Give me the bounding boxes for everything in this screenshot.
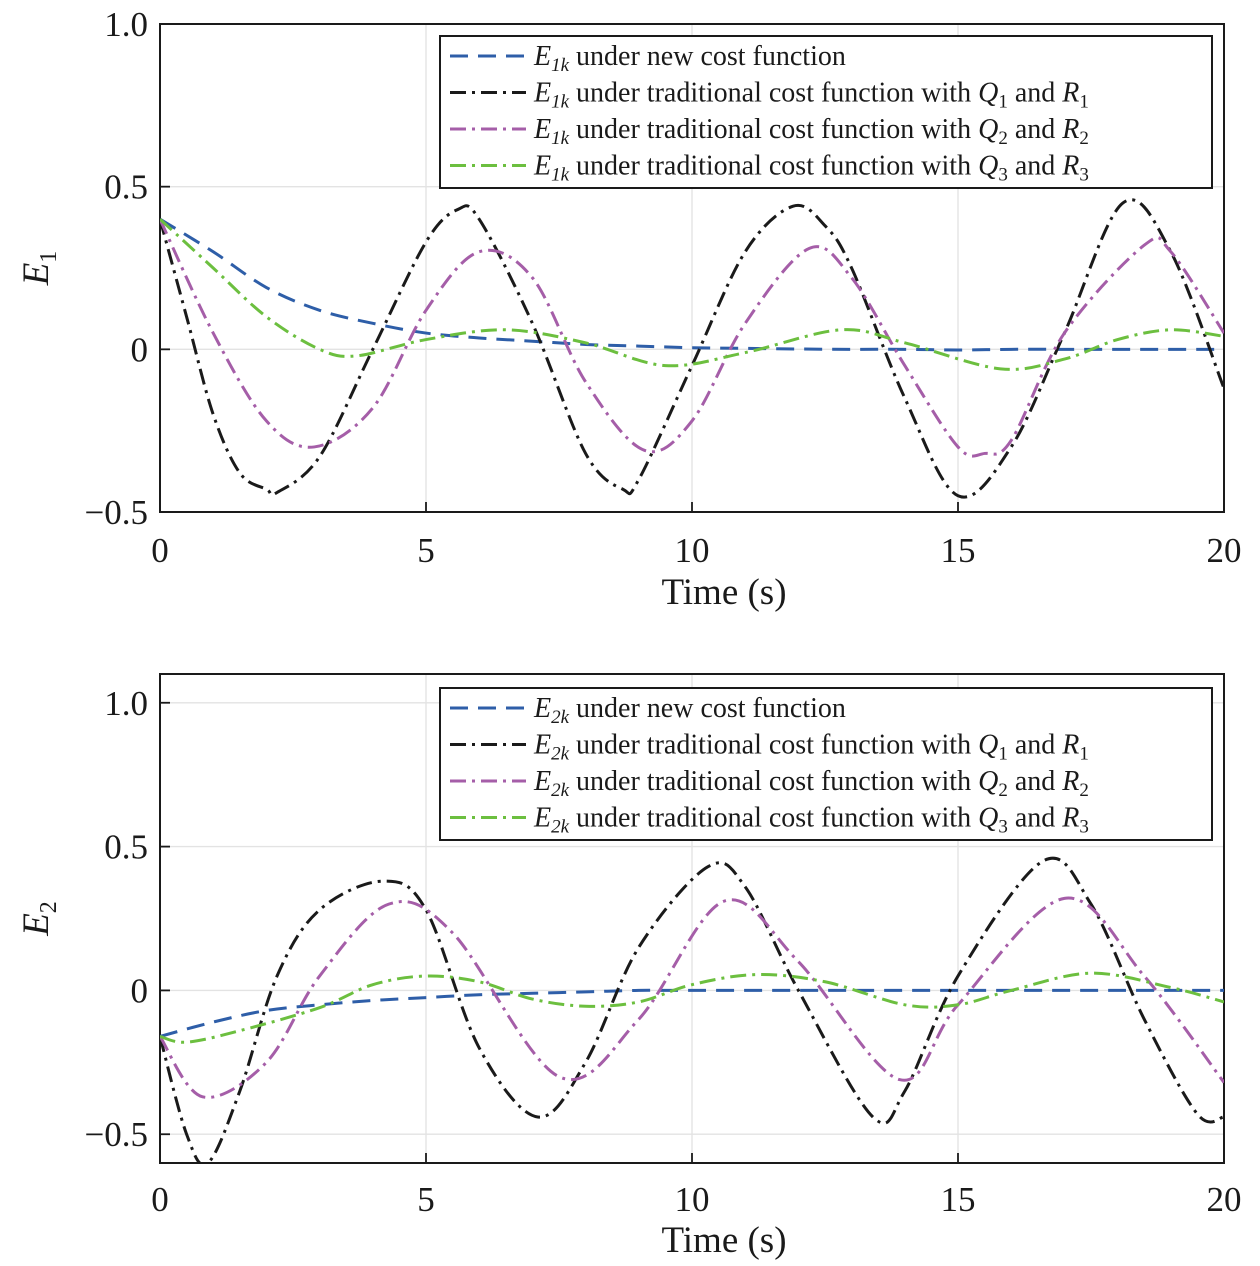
x-tick-label: 15 (941, 1180, 976, 1219)
y-tick-label: 0.5 (104, 168, 148, 207)
legend-label: E2k under traditional cost function with… (533, 730, 1089, 765)
legend-label: E1k under new cost function (533, 41, 846, 76)
legend-label: E2k under new cost function (533, 693, 846, 728)
y-tick-label: 0.5 (104, 828, 148, 867)
x-tick-label: 20 (1207, 531, 1242, 570)
y-tick-label: 0 (131, 330, 149, 369)
legend-entry: E1k under traditional cost function with… (450, 114, 1089, 149)
series-group (160, 856, 1224, 1163)
y-tick-label: 0 (131, 971, 149, 1010)
x-tick-label: 0 (151, 1180, 169, 1219)
series-group (160, 198, 1224, 499)
x-axis-label: Time (s) (661, 572, 786, 613)
legend-entry: E2k under traditional cost function with… (450, 803, 1089, 838)
series-line-3 (160, 896, 1224, 1099)
x-tick-label: 10 (675, 1180, 710, 1219)
x-tick-label: 5 (417, 531, 435, 570)
series-line-2 (160, 198, 1224, 499)
y-tick-label: −0.5 (85, 493, 149, 532)
legend-entry: E2k under traditional cost function with… (450, 766, 1089, 801)
y-tick-label: 1.0 (104, 5, 148, 44)
legend-entry: E2k under traditional cost function with… (450, 730, 1089, 765)
legend-label: E2k under traditional cost function with… (533, 766, 1089, 801)
legend-box (439, 687, 1213, 841)
y-tick-label: −0.5 (85, 1115, 149, 1154)
legend-label: E1k under traditional cost function with… (533, 151, 1089, 186)
x-tick-label: 15 (941, 531, 976, 570)
x-axis-label: Time (s) (661, 1220, 786, 1261)
series-line-3 (160, 218, 1224, 458)
legend-entry: E1k under traditional cost function with… (450, 78, 1089, 113)
series-line-4 (160, 971, 1224, 1044)
series-line-4 (160, 218, 1224, 371)
legend-label: E1k under traditional cost function with… (533, 114, 1089, 149)
y-axis-label: E1 (16, 251, 62, 287)
x-tick-label: 20 (1207, 1180, 1242, 1219)
legend-entry: E2k under new cost function (450, 693, 846, 728)
x-tick-label: 5 (417, 1180, 435, 1219)
legend-entry: E1k under new cost function (450, 41, 846, 76)
x-tick-label: 10 (675, 531, 710, 570)
series-line-2 (160, 856, 1224, 1163)
legend-label: E1k under traditional cost function with… (533, 78, 1089, 113)
legend-entry: E1k under traditional cost function with… (450, 151, 1089, 186)
legend-label: E2k under traditional cost function with… (533, 803, 1089, 838)
legend-box (439, 35, 1213, 189)
y-axis-label: E2 (16, 901, 62, 937)
x-tick-label: 0 (151, 531, 169, 570)
y-tick-label: 1.0 (104, 684, 148, 723)
